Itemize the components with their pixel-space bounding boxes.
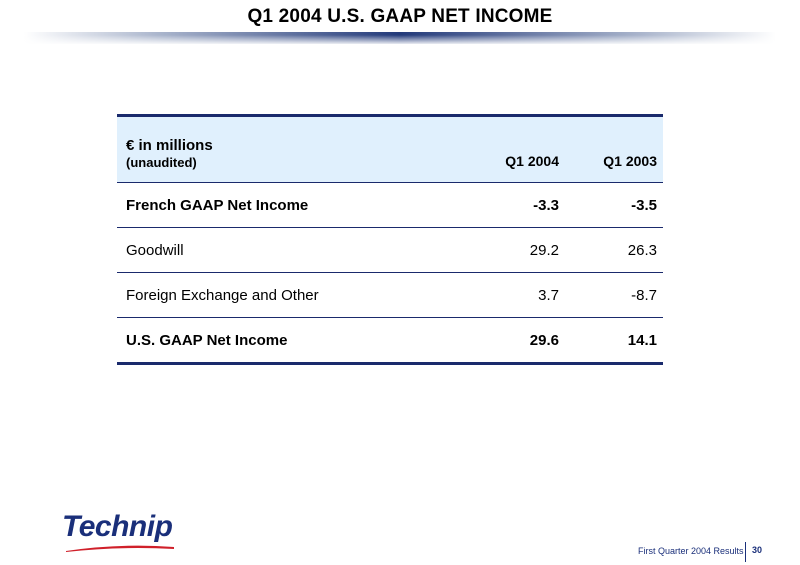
table-header: € in millions (unaudited) Q1 2004 Q1 200… [117, 117, 663, 183]
row-label: French GAAP Net Income [126, 197, 309, 214]
column-header-q1-2003: Q1 2003 [603, 153, 657, 169]
table-row: U.S. GAAP Net Income 29.6 14.1 [117, 318, 663, 362]
page-number: 30 [752, 545, 763, 555]
row-label: Goodwill [126, 242, 184, 259]
value-q1-2004: 3.7 [538, 287, 559, 304]
row-label: Foreign Exchange and Other [126, 287, 319, 304]
value-q1-2003: -3.5 [631, 197, 657, 214]
technip-logo: Technip [62, 510, 173, 543]
net-income-table: € in millions (unaudited) Q1 2004 Q1 200… [117, 114, 663, 365]
value-q1-2003: 14.1 [627, 332, 657, 349]
column-header-q1-2004: Q1 2004 [505, 153, 559, 169]
footer-caption: First Quarter 2004 Results [638, 546, 744, 556]
unit-label: € in millions [126, 137, 213, 154]
row-label: U.S. GAAP Net Income [126, 332, 288, 349]
unaudited-label: (unaudited) [126, 155, 197, 170]
value-q1-2003: -8.7 [631, 287, 657, 304]
title-underline-bar [24, 32, 776, 44]
table-row: Foreign Exchange and Other 3.7 -8.7 [117, 273, 663, 318]
table-row: Goodwill 29.2 26.3 [117, 228, 663, 273]
value-q1-2003: 26.3 [627, 242, 657, 259]
value-q1-2004: 29.6 [529, 332, 559, 349]
value-q1-2004: 29.2 [529, 242, 559, 259]
page-title: Q1 2004 U.S. GAAP NET INCOME [247, 6, 553, 27]
logo-swoosh-icon [66, 545, 174, 552]
table-row: French GAAP Net Income -3.3 -3.5 [117, 183, 663, 228]
value-q1-2004: -3.3 [533, 197, 559, 214]
footer-divider [745, 542, 746, 562]
